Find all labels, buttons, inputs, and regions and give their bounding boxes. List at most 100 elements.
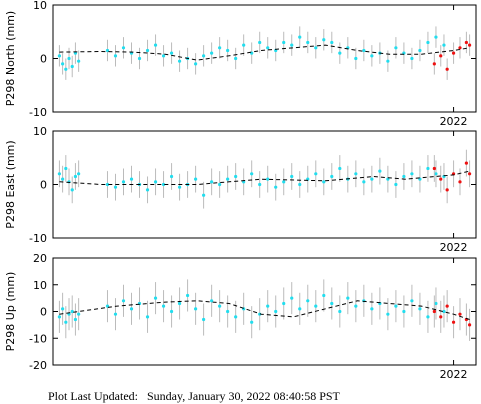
data-point (210, 299, 214, 303)
data-point (70, 309, 74, 314)
data-point (169, 174, 174, 179)
data-point (73, 174, 78, 179)
data-point (298, 307, 302, 311)
data-point (410, 299, 414, 303)
panel: P298 Up (mm) -20 -10 0 10 20 2022 (4, 252, 477, 381)
data-point (298, 182, 302, 187)
data-point (322, 293, 326, 298)
data-point (445, 67, 449, 71)
y-tick-label: 20 (33, 252, 47, 265)
data-point (434, 35, 438, 39)
data-point (218, 304, 222, 308)
data-point (290, 296, 294, 300)
data-point (467, 172, 472, 176)
data-point (234, 315, 238, 319)
data-point (64, 320, 68, 324)
data-point (258, 40, 262, 45)
y-tick-label: 10 (33, 125, 47, 138)
data-point (458, 180, 462, 184)
y-tick-label: 0 (40, 306, 47, 319)
data-point (121, 46, 126, 50)
data-point (226, 309, 230, 314)
data-point (226, 48, 230, 53)
data-point (64, 67, 68, 71)
data-point (330, 40, 334, 45)
data-point (113, 54, 118, 58)
x-tick-label: 2022 (440, 115, 468, 128)
data-point (354, 304, 358, 308)
data-point (77, 59, 81, 63)
data-point (194, 307, 198, 311)
panel: P298 North (mm) -10 0 10 2022 (4, 0, 477, 128)
data-point (394, 304, 398, 308)
data-point (402, 174, 406, 179)
data-point (77, 172, 81, 176)
plot-frame (52, 257, 477, 366)
data-point (386, 59, 390, 63)
data-point (330, 174, 334, 179)
data-point (386, 177, 390, 181)
data-point (250, 320, 254, 324)
data-point (442, 309, 446, 314)
data-point (226, 177, 230, 181)
data-point (202, 317, 206, 322)
data-point (266, 46, 270, 50)
y-tick-label: -10 (29, 106, 47, 119)
data-point (322, 180, 326, 184)
data-point (169, 51, 174, 55)
data-point (67, 56, 71, 61)
data-point (439, 177, 443, 181)
data-point (242, 43, 246, 47)
data-point (464, 161, 468, 165)
y-tick-label: 10 (33, 0, 47, 12)
data-point (386, 312, 390, 316)
data-point (378, 169, 382, 173)
data-point (434, 172, 438, 176)
data-point (282, 180, 286, 184)
data-point (330, 301, 334, 306)
data-point (394, 182, 398, 187)
data-point (370, 177, 374, 181)
data-point (432, 166, 436, 171)
data-point (464, 40, 468, 45)
data-point (105, 182, 110, 187)
data-point (274, 309, 278, 314)
data-point (210, 51, 214, 55)
data-point (362, 180, 366, 184)
data-point (426, 315, 430, 319)
data-point (445, 304, 449, 308)
data-point (121, 180, 126, 184)
data-point (234, 56, 238, 61)
data-point (370, 54, 374, 58)
data-point (282, 40, 286, 45)
data-point (73, 317, 78, 322)
data-point (338, 51, 342, 55)
model-line (59, 300, 470, 320)
data-point (77, 312, 81, 316)
data-point (61, 177, 65, 181)
y-axis-label: P298 Up (mm) (4, 272, 17, 352)
data-point (432, 62, 436, 66)
data-point (202, 193, 206, 197)
data-point (258, 182, 262, 187)
data-point (145, 315, 150, 319)
data-point (290, 43, 294, 47)
data-point (57, 315, 62, 319)
data-point (426, 166, 430, 171)
data-point (439, 315, 443, 319)
data-point (282, 301, 286, 306)
data-point (137, 56, 142, 61)
y-tick-label: -20 (29, 359, 47, 372)
model-line (59, 170, 470, 185)
footer: Plot Last Updated: Sunday, January 30, 2… (48, 389, 341, 403)
x-tick-label: 2022 (440, 368, 468, 381)
data-point (177, 185, 182, 189)
y-axis-label: P298 East (mm) (4, 140, 17, 228)
data-point (410, 172, 414, 176)
data-point (153, 43, 158, 47)
data-point (338, 166, 342, 171)
data-point (354, 56, 358, 61)
data-point (161, 54, 166, 58)
data-point (338, 309, 342, 314)
